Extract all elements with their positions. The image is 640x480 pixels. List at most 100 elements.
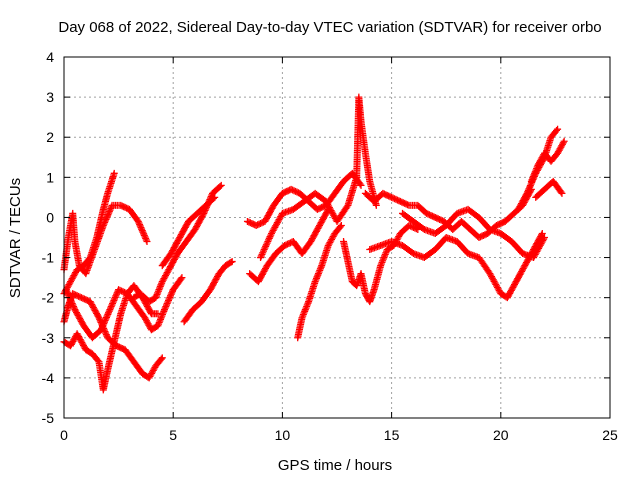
data-point-marker [98,324,106,332]
data-point-marker [337,221,345,229]
data-point-marker [326,205,334,213]
y-tick-label: 2 [46,129,54,145]
series-track [158,193,219,270]
data-point-marker [522,191,530,199]
data-point-marker [216,183,224,191]
data-point-marker [530,252,538,260]
data-point-marker [156,317,164,325]
data-point-marker [395,232,403,240]
data-point-marker [329,232,337,240]
data-point-marker [101,328,109,336]
data-point-marker [275,216,283,224]
data-point-marker [155,286,163,294]
x-tick-label: 15 [384,427,400,443]
data-point-marker [556,145,564,153]
series-track [340,221,422,306]
data-point-marker [68,275,76,283]
data-point-marker [148,369,156,377]
data-point-marker [71,270,79,278]
data-point-marker [70,304,78,312]
data-point-marker [302,304,310,312]
data-point-marker [160,306,168,314]
data-point-marker [163,300,171,308]
data-point-marker [140,231,148,239]
data-point-marker [157,314,165,322]
data-point-marker [105,209,113,217]
data-point-marker [317,263,325,271]
data-point-marker [530,171,538,179]
data-point-marker [381,250,389,258]
data-point-marker [69,301,77,309]
data-point-marker [257,252,265,260]
data-point-marker [554,125,562,133]
data-point-marker [258,250,266,258]
data-point-marker [101,316,109,324]
data-point-marker [155,319,163,327]
data-point-marker [64,290,72,298]
data-point-marker [325,204,333,212]
x-axis-title: GPS time / hours [278,457,392,474]
data-point-marker [262,241,270,249]
data-point-marker [493,282,501,290]
data-point-marker [322,197,330,205]
data-point-marker [558,140,566,148]
data-point-marker [138,227,146,235]
data-point-marker [110,296,118,304]
data-point-marker [109,300,117,308]
series-track [62,274,186,342]
data-point-marker [301,307,309,315]
data-point-marker [136,222,144,230]
data-point-marker [70,303,78,311]
data-point-marker [67,342,75,350]
data-point-marker [158,354,166,362]
data-point-marker [113,290,121,298]
data-point-marker [327,237,335,245]
data-point-marker [277,213,285,221]
data-point-marker [303,301,311,309]
data-point-marker [486,270,494,278]
y-tick-label: -3 [42,330,55,346]
data-point-marker [105,309,113,317]
data-point-marker [557,143,565,151]
data-point-marker [526,182,534,190]
data-point-marker [160,307,168,315]
data-point-marker [524,186,532,194]
data-point-marker [156,282,164,290]
data-point-marker [298,314,306,322]
data-point-marker [535,160,543,168]
data-point-marker [163,269,171,277]
data-point-marker [67,278,75,286]
data-points [60,93,568,394]
data-point-marker [107,303,115,311]
data-point-marker [324,242,332,250]
data-point-marker [165,295,173,303]
data-point-marker [532,166,540,174]
data-point-marker [110,169,118,177]
data-point-marker [491,279,499,287]
series-track [366,229,546,302]
data-point-marker [523,189,531,197]
data-point-marker [525,185,533,193]
data-point-marker [102,215,110,223]
data-point-marker [105,208,113,216]
data-point-marker [536,157,544,165]
data-point-marker [156,284,164,292]
data-point-marker [559,139,567,147]
data-point-marker [67,276,75,284]
y-tick-label: 1 [46,169,54,185]
data-point-marker [143,238,151,246]
data-point-marker [532,249,540,257]
data-point-marker [304,299,312,307]
data-point-marker [300,309,308,317]
data-point-marker [325,240,333,248]
data-point-marker [323,199,331,207]
data-point-marker [537,240,545,248]
data-point-marker [102,331,110,339]
data-point-marker [157,281,165,289]
data-point-marker [273,220,281,228]
data-point-marker [146,372,154,380]
x-tick-label: 25 [602,427,618,443]
data-point-marker [68,339,76,347]
data-point-marker [314,271,322,279]
data-point-marker [328,236,336,244]
